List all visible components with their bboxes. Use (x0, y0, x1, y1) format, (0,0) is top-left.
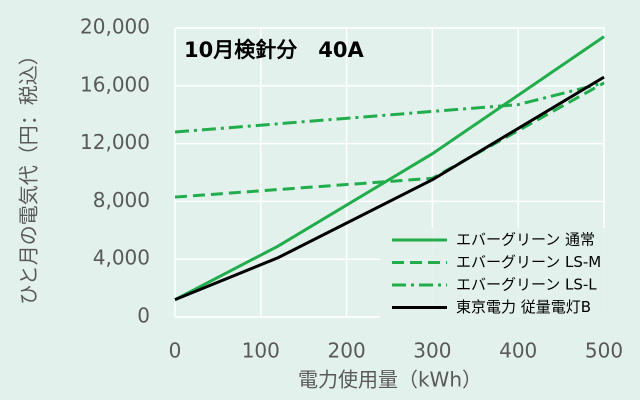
y-axis-label: ひと月の電気代（円：税込） (17, 45, 41, 304)
y-tick-label: 4,000 (93, 246, 150, 270)
y-tick-label: 16,000 (80, 72, 150, 96)
y-tick-label: 8,000 (93, 188, 150, 212)
legend-label: 東京電力 従量電灯B (456, 298, 591, 316)
y-tick-label: 20,000 (80, 15, 150, 39)
series-line (174, 81, 605, 134)
x-tick-label: 500 (585, 339, 623, 363)
x-tick-label: 400 (499, 339, 537, 363)
x-tick-label: 100 (242, 339, 280, 363)
x-axis-label: 電力使用量（kWh） (298, 368, 482, 392)
legend-box (380, 228, 612, 320)
legend-label: エバーグリーン 通常 (456, 231, 595, 249)
y-tick-label: 0 (137, 304, 150, 328)
chart-title: 10月検針分 40A (184, 38, 364, 62)
series-line (174, 35, 605, 301)
x-tick-label: 0 (169, 339, 182, 363)
y-tick-label: 12,000 (80, 130, 150, 154)
legend-label: エバーグリーン LS-M (456, 253, 601, 271)
x-tick-label: 200 (328, 339, 366, 363)
series-line (174, 75, 605, 302)
legend-label: エバーグリーン LS-L (456, 276, 597, 294)
x-tick-label: 300 (413, 339, 451, 363)
